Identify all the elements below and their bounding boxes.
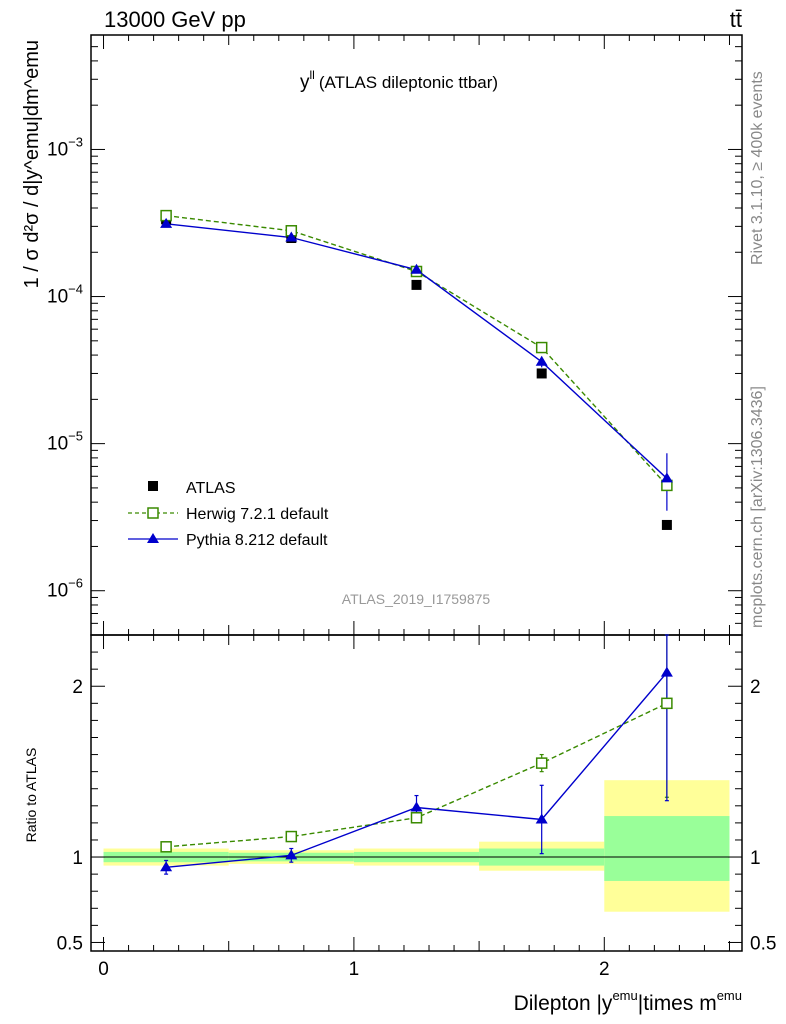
legend-atlas-label: ATLAS xyxy=(186,480,236,497)
ratio-y-tick-labels-right: 0.5 1 2 xyxy=(750,677,776,954)
legend-atlas-marker xyxy=(148,481,158,491)
main-y-tick-label: 10−5 xyxy=(47,429,83,455)
main-y-tick-label: 10−4 xyxy=(47,282,83,308)
tick-exponent: −6 xyxy=(68,576,83,591)
ratio-series-lines xyxy=(166,672,668,868)
x-axis-label-sup1: emu xyxy=(612,988,637,1003)
main-y-tick-label: 10−3 xyxy=(47,134,83,160)
process-label: tt̄ xyxy=(730,7,742,32)
ratio-point-pythia xyxy=(660,666,673,677)
ratio-y-tick-label: 0.5 xyxy=(57,933,83,954)
main-point-atlas xyxy=(536,368,547,379)
legend: ATLAS Herwig 7.2.1 default Pythia 8.212 … xyxy=(128,480,329,549)
x-axis-label: Dilepton |yemu|times memu xyxy=(514,988,742,1015)
plot-title-sup: ll xyxy=(310,68,315,82)
tick-mantissa: 10 xyxy=(47,581,68,602)
ratio-point-pythia xyxy=(535,813,548,824)
ratio-point-herwig xyxy=(160,841,172,853)
ratio-point-herwig xyxy=(285,830,298,843)
ratio-y-tick-label: 1 xyxy=(72,848,83,869)
x-axis-label-a: Dilepton |y xyxy=(514,992,613,1015)
ratio-y-tick-label: 2 xyxy=(72,677,83,698)
ratio-y-tick-label-right: 1 xyxy=(750,848,761,869)
main-point-pythia xyxy=(160,217,173,228)
main-point-herwig xyxy=(535,341,548,354)
main-line-1 xyxy=(166,214,668,486)
ratio-y-tick-label-right: 2 xyxy=(750,677,761,698)
plot-title: yll (ATLAS dileptonic ttbar) xyxy=(300,68,498,93)
ratio-frame xyxy=(90,634,743,952)
main-y-tick-label: 10−6 xyxy=(47,576,83,602)
mcplots-label: mcplots.cern.ch [arXiv:1306.3436] xyxy=(749,386,766,628)
ratio-error-bars xyxy=(164,634,669,875)
main-point-pythia xyxy=(410,263,423,274)
legend-entry-pythia: Pythia 8.212 default xyxy=(128,532,328,549)
x-tick-labels: 0 1 2 xyxy=(98,959,609,980)
legend-entry-herwig: Herwig 7.2.1 default xyxy=(128,506,329,523)
main-y-axis-label: 1 / σ d²σ / d|y^emu|dm^emu xyxy=(21,40,43,288)
ratio-y-tick-labels: 0.5 1 2 xyxy=(57,677,83,954)
tick-mantissa: 10 xyxy=(47,434,68,455)
ratio-point-herwig xyxy=(410,812,423,824)
ratio-point-pythia xyxy=(410,801,423,812)
tick-mantissa: 10 xyxy=(47,139,68,160)
x-tick-label: 1 xyxy=(349,959,360,980)
x-tick-label: 2 xyxy=(599,959,610,980)
tick-exponent: −3 xyxy=(68,134,83,149)
main-y-tick-labels: 10−310−410−510−6 xyxy=(47,134,83,601)
ratio-y-tick-label-right: 0.5 xyxy=(750,933,776,954)
ratio-line-1 xyxy=(166,672,668,868)
x-axis-label-sup2: emu xyxy=(717,988,742,1003)
main-point-pythia xyxy=(535,355,548,366)
legend-pythia-label: Pythia 8.212 default xyxy=(186,532,328,549)
tick-exponent: −5 xyxy=(68,429,83,444)
ratio-point-pythia xyxy=(160,861,173,872)
x-tick-label: 0 xyxy=(98,959,109,980)
main-line-2 xyxy=(166,223,668,479)
rivet-label: Rivet 3.1.10, ≥ 400k events xyxy=(749,71,766,265)
main-markers xyxy=(160,209,673,530)
plot-title-main: y xyxy=(300,72,310,93)
tick-mantissa: 10 xyxy=(47,287,68,308)
legend-entry-atlas: ATLAS xyxy=(148,480,236,497)
ratio-axis-ticks xyxy=(91,635,742,951)
ratio-point-herwig xyxy=(535,757,548,769)
main-point-pythia xyxy=(285,231,298,242)
legend-herwig-label: Herwig 7.2.1 default xyxy=(186,506,329,523)
main-series-lines xyxy=(166,214,668,486)
ratio-y-axis-label: Ratio to ATLAS xyxy=(23,748,39,843)
ratio-point-herwig xyxy=(661,697,673,710)
legend-pythia-marker xyxy=(147,533,159,543)
legend-herwig-marker xyxy=(147,507,159,519)
main-point-atlas xyxy=(411,279,422,290)
x-axis-label-b: |times m xyxy=(638,992,717,1015)
main-point-atlas xyxy=(661,519,672,530)
plot-title-suffix: (ATLAS dileptonic ttbar) xyxy=(319,73,498,92)
main-panel: 10−310−410−510−6 yll (ATLAS dileptonic tt… xyxy=(21,34,743,636)
ratio-markers xyxy=(160,666,673,872)
main-axis-ticks xyxy=(91,34,742,636)
ratio-line-0 xyxy=(166,702,668,848)
ratio-panel: 0.5 1 2 0.5 1 2 0 1 2 Ratio to ATLAS Dilepton … xyxy=(23,634,776,1015)
tick-exponent: −4 xyxy=(68,282,83,297)
main-point-pythia xyxy=(660,472,673,483)
analysis-watermark: ATLAS_2019_I1759875 xyxy=(342,591,491,607)
ratio-band-green xyxy=(604,816,730,881)
ratio-point-pythia xyxy=(285,849,298,860)
energy-label: 13000 GeV pp xyxy=(104,7,246,32)
